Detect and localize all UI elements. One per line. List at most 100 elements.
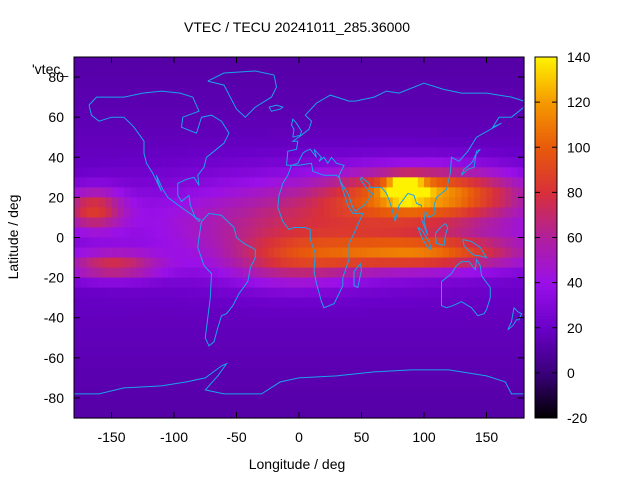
heatmap-cell <box>155 337 163 349</box>
heatmap-cell <box>492 77 500 88</box>
heatmap-cell <box>111 387 119 399</box>
heatmap-cell <box>155 297 163 309</box>
heatmap-cell <box>217 117 225 128</box>
heatmap-cell <box>111 137 119 148</box>
heatmap-cell <box>436 397 444 409</box>
heatmap-cell <box>267 117 275 128</box>
heatmap-cell <box>111 247 119 259</box>
heatmap-cell <box>361 167 369 178</box>
heatmap-cell <box>299 347 306 359</box>
heatmap-cell <box>317 287 325 299</box>
heatmap-cell <box>442 167 450 178</box>
heatmap-cell <box>492 187 500 198</box>
heatmap-cell <box>336 197 344 209</box>
heatmap-cell <box>430 347 438 359</box>
heatmap-cell <box>505 107 513 118</box>
heatmap-cell <box>149 67 156 78</box>
heatmap-cell <box>242 67 250 78</box>
heatmap-cell <box>511 277 519 289</box>
heatmap-cell <box>142 57 150 68</box>
heatmap-cell <box>92 177 100 188</box>
heatmap-cell <box>192 397 200 409</box>
heatmap-cell <box>124 117 131 128</box>
heatmap-cell <box>217 127 225 138</box>
heatmap-cell <box>74 397 81 409</box>
heatmap-cell <box>305 87 313 98</box>
heatmap-cell <box>280 397 288 409</box>
heatmap-cell <box>142 367 150 379</box>
heatmap-cell <box>280 67 288 78</box>
heatmap-cell <box>136 197 144 209</box>
heatmap-cell <box>411 137 419 148</box>
heatmap-cell <box>224 337 231 349</box>
heatmap-cell <box>80 317 88 329</box>
heatmap-cell <box>261 127 269 138</box>
heatmap-cell <box>274 177 281 188</box>
heatmap-cell <box>230 197 238 209</box>
heatmap-cell <box>292 247 300 259</box>
heatmap-cell <box>130 157 138 168</box>
heatmap-cell <box>355 197 363 209</box>
heatmap-cell <box>280 167 288 178</box>
heatmap-cell <box>105 57 113 68</box>
heatmap-cell <box>374 157 381 168</box>
heatmap-cell <box>211 297 219 309</box>
heatmap-cell <box>299 267 306 279</box>
heatmap-cell <box>161 397 169 409</box>
heatmap-cell <box>92 87 100 98</box>
heatmap-cell <box>242 127 250 138</box>
heatmap-cell <box>286 167 294 178</box>
x-tick-label: -150 <box>97 429 125 445</box>
heatmap-cell <box>224 127 231 138</box>
heatmap-cell <box>174 387 181 399</box>
heatmap-cell <box>236 387 244 399</box>
heatmap-cell <box>305 147 313 158</box>
heatmap-cell <box>192 297 200 309</box>
heatmap-cell <box>136 237 144 249</box>
heatmap-cell <box>499 357 506 369</box>
heatmap-cell <box>280 367 288 379</box>
heatmap-cell <box>461 117 469 128</box>
heatmap-cell <box>305 177 313 188</box>
heatmap-cell <box>336 397 344 409</box>
heatmap-cell <box>242 347 250 359</box>
heatmap-cell <box>430 147 438 158</box>
heatmap-cell <box>492 167 500 178</box>
heatmap-cell <box>111 277 119 289</box>
heatmap-cell <box>230 407 238 419</box>
heatmap-cell <box>99 247 106 259</box>
heatmap-cell <box>86 157 94 168</box>
heatmap-cell <box>461 137 469 148</box>
heatmap-cell <box>249 287 256 299</box>
heatmap-cell <box>380 267 388 279</box>
heatmap-cell <box>449 77 456 88</box>
heatmap-cell <box>255 147 263 158</box>
heatmap-cell <box>192 277 200 289</box>
heatmap-cell <box>161 177 169 188</box>
heatmap-cell <box>130 287 138 299</box>
heatmap-cell <box>392 347 400 359</box>
heatmap-cell <box>236 77 244 88</box>
heatmap-cell <box>255 107 263 118</box>
heatmap-cell <box>99 167 106 178</box>
heatmap-cell <box>467 357 475 369</box>
heatmap-cell <box>324 377 331 389</box>
heatmap-cell <box>292 207 300 219</box>
heatmap-cell <box>255 177 263 188</box>
heatmap-cell <box>367 157 375 168</box>
heatmap-cell <box>505 387 513 399</box>
heatmap-cell <box>392 357 400 369</box>
heatmap-cell <box>174 107 181 118</box>
heatmap-cell <box>492 237 500 249</box>
heatmap-cell <box>186 217 194 229</box>
colorbar-band <box>535 231 557 235</box>
heatmap-cell <box>261 57 269 68</box>
heatmap-cell <box>224 327 231 339</box>
heatmap-cell <box>280 147 288 158</box>
heatmap-cell <box>342 87 350 98</box>
colorbar-band <box>535 108 557 112</box>
heatmap-cell <box>274 147 281 158</box>
heatmap-cell <box>111 157 119 168</box>
heatmap-cell <box>480 237 488 249</box>
heatmap-cell <box>230 347 238 359</box>
